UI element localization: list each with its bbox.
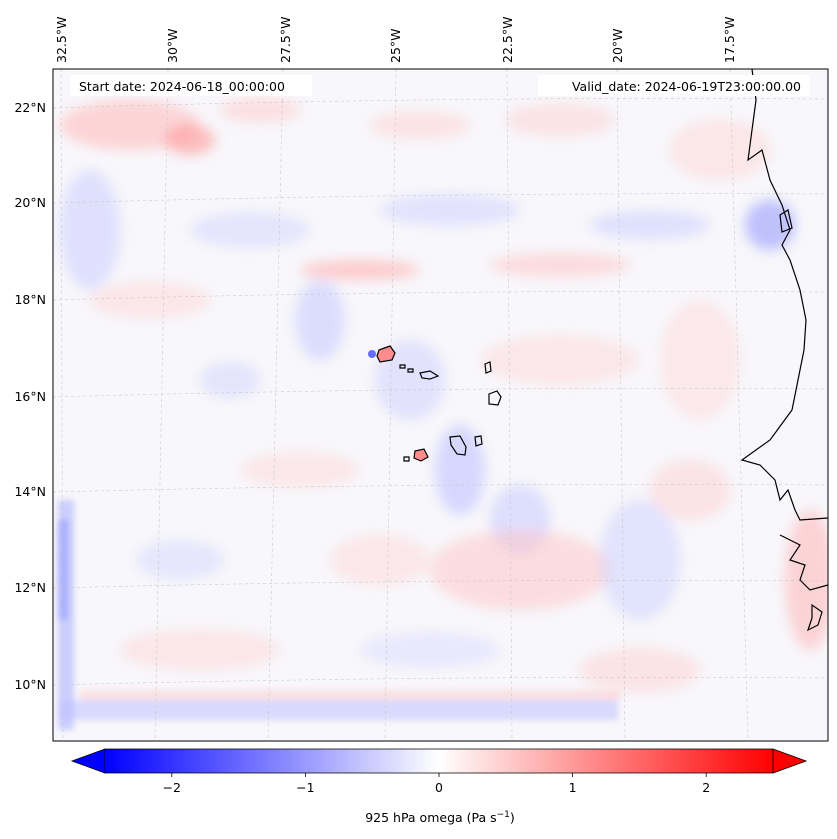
colorbar-tick-label: 1: [569, 780, 577, 795]
island-santiago: [449, 435, 467, 456]
colorbar-tick-label: 0: [435, 780, 443, 795]
lat-label-16n: 16°N: [14, 389, 46, 404]
lat-label-14n: 14°N: [14, 484, 46, 499]
valid-date-box: [538, 75, 810, 96]
island-santa-luzia: [407, 368, 414, 373]
latitude-labels: 22°N 20°N 18°N 16°N 14°N 12°N 10°N: [14, 100, 46, 692]
lon-label-30w: 30°W: [165, 28, 180, 63]
island-boa-vista: [488, 390, 502, 406]
date-banner: Start date: 2024-06-18_00:00:00 Valid_da…: [70, 75, 810, 96]
colorbar-gradient: [105, 749, 773, 773]
start-date-box: [70, 75, 312, 96]
lon-label-22-5w: 22.5°W: [500, 17, 515, 63]
map-frame: [52, 68, 829, 742]
colorbar-label-close: ): [510, 810, 515, 825]
cape-verde-islands: [376, 345, 502, 462]
colorbar-label-exponent: −1: [497, 810, 510, 820]
lat-label-18n: 18°N: [14, 292, 46, 307]
lat-label-12n: 12°N: [14, 580, 46, 595]
colorbar-tick-label: −2: [163, 780, 181, 795]
colorbar-label: 925 hPa omega (Pa s−1): [365, 810, 515, 825]
island-sao-vicente: [399, 364, 406, 369]
coastline: [740, 69, 828, 632]
colorbar-tick-label: 2: [702, 780, 710, 795]
lon-label-20w: 20°W: [610, 28, 625, 63]
map-panel: [52, 68, 829, 742]
longitude-labels: 32.5°W 30°W 27.5°W 25°W 22.5°W 20°W 17.5…: [54, 17, 737, 63]
island-sao-nicolau: [419, 370, 440, 380]
lon-label-25w: 25°W: [388, 28, 403, 63]
graticule: [53, 69, 828, 741]
lat-label-22n: 22°N: [14, 100, 46, 115]
island-fogo: [413, 448, 429, 462]
colorbar-ticks: −2 −1 0 1 2: [163, 773, 710, 795]
lat-label-10n: 10°N: [14, 677, 46, 692]
start-date: Start date: 2024-06-18_00:00:00: [79, 79, 285, 94]
island-sal: [484, 361, 492, 374]
colorbar-extend-high: [772, 748, 808, 774]
colorbar-label-main: 925 hPa omega (Pa s: [365, 810, 496, 825]
island-brava: [403, 456, 410, 462]
colorbar: −2 −1 0 1 2 925 hPa omega (Pa s−1): [70, 748, 808, 825]
colorbar-tick-label: −1: [296, 780, 314, 795]
colorbar-extend-low: [70, 748, 106, 774]
island-santo-antao: [376, 345, 396, 363]
lon-label-27-5w: 27.5°W: [278, 17, 293, 63]
island-maio: [474, 435, 483, 447]
valid-date: Valid_date: 2024-06-19T23:00:00.00: [572, 79, 801, 94]
lon-label-32-5w: 32.5°W: [54, 17, 69, 63]
lat-label-20n: 20°N: [14, 195, 46, 210]
lon-label-17-5w: 17.5°W: [722, 17, 737, 63]
